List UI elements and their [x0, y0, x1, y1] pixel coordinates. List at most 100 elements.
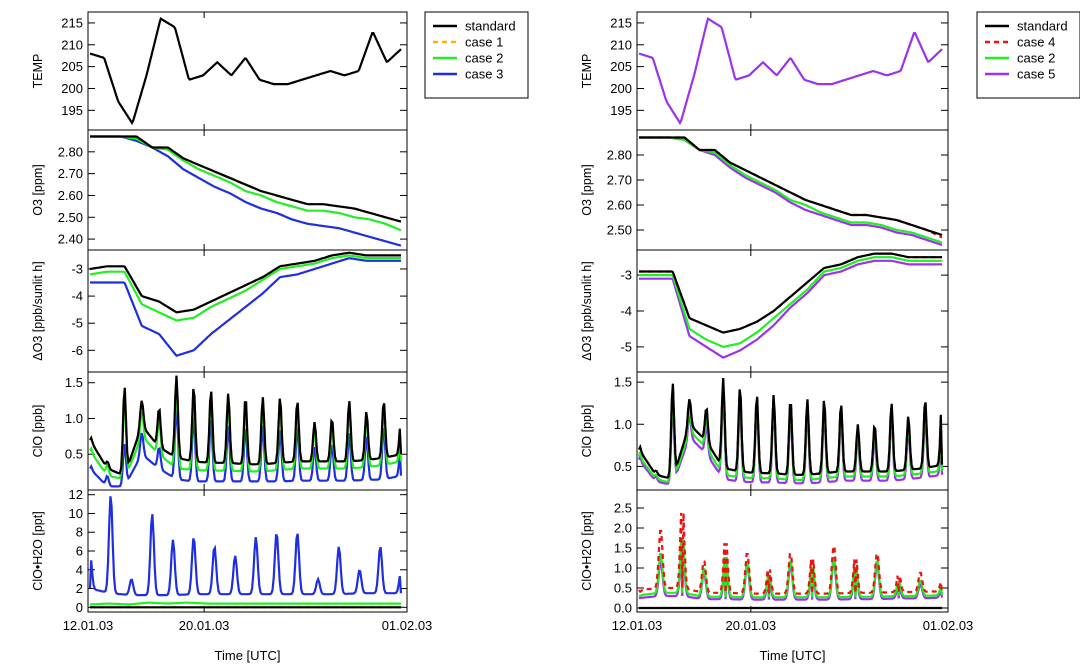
y-tick-label: -3: [620, 268, 632, 283]
legend-entry: standard: [465, 19, 516, 34]
y-tick-label: 10: [69, 506, 83, 521]
y-axis-label: TEMP: [31, 54, 45, 89]
y-axis-label: ClO•H2O [ppt]: [31, 511, 45, 590]
y-tick-label: -3: [71, 261, 83, 276]
y-tick-label: 2: [76, 581, 83, 596]
panel-1: 195 200 205 210 215 TEMP: [580, 11, 949, 131]
y-axis-label: ClO [ppb]: [31, 405, 45, 458]
y-tick-label: 0: [76, 600, 83, 615]
panel-4: 0.5 1.0 1.5 ClO [ppb]: [31, 371, 408, 491]
series-group: [89, 375, 403, 488]
y-tick-label: 215: [61, 15, 83, 30]
y-tick-label: -4: [620, 304, 632, 319]
legend-entry: case 2: [465, 51, 503, 66]
y-tick-label: 2.40: [58, 232, 83, 247]
y-axis-label: O3 [ppm]: [31, 164, 45, 215]
panel-frame: [87, 129, 408, 251]
y-tick-label: 6: [76, 544, 83, 559]
series-line-case-1: [89, 251, 401, 314]
y-axis-label: O3 [ppm]: [580, 164, 594, 215]
y-tick-label: 1.0: [614, 417, 632, 432]
panel-3: -5 -4 -3 ΔO3 [ppb/sunlit h]: [580, 249, 949, 373]
y-tick-label: 210: [61, 37, 83, 52]
chart-2: 195 200 205 210 215 TEMP 2.50 2.60 2.70 2.80 O3 [p…: [580, 11, 1080, 663]
series-group: [90, 135, 402, 247]
y-tick-label: 4: [76, 562, 83, 577]
series-line-standard: [638, 377, 944, 479]
y-tick-label: 0.5: [614, 459, 632, 474]
series-line-case-3: [90, 135, 402, 247]
series-line-case-5: [638, 17, 943, 126]
y-tick-label: 1.0: [65, 411, 83, 426]
y-tick-label: 200: [61, 81, 83, 96]
y-tick-label: 8: [76, 525, 83, 540]
panel-3: -6 -5 -4 -3 ΔO3 [ppb/sunlit h]: [31, 249, 408, 373]
y-tick-label: -6: [71, 343, 83, 358]
series-line-case-2: [639, 256, 942, 349]
legend-entry: case 5: [1017, 67, 1055, 82]
series-line-case-2: [89, 254, 401, 322]
y-tick-label: 200: [610, 81, 632, 96]
series-line-case-3: [89, 404, 403, 488]
series-line-case-4: [638, 512, 944, 595]
panel-frame: [636, 129, 949, 251]
x-tick-label: 12.01.03: [612, 618, 663, 633]
y-tick-label: 2.70: [607, 173, 632, 188]
series-line-case-2: [638, 539, 944, 599]
y-tick-label: 215: [610, 15, 632, 30]
legend-entry: standard: [1017, 19, 1068, 34]
y-axis-label: ΔO3 [ppb/sunlit h]: [31, 261, 45, 360]
series-line-standard: [90, 135, 402, 223]
panel-2: 2.50 2.60 2.70 2.80 O3 [ppm]: [580, 129, 949, 251]
y-axis-label: ΔO3 [ppb/sunlit h]: [580, 261, 594, 360]
series-group: [639, 136, 943, 247]
series-line-standard: [89, 251, 401, 314]
y-axis-label: ClO [ppb]: [580, 405, 594, 458]
y-tick-label: 0.5: [65, 447, 83, 462]
panel-1: 195 200 205 210 215 TEMP: [31, 11, 408, 131]
x-tick-label: 12.01.03: [63, 618, 114, 633]
y-tick-label: 2.70: [58, 166, 83, 181]
x-tick-label: 20.01.03: [179, 618, 230, 633]
y-tick-label: 1.5: [614, 541, 632, 556]
series-line-case-1: [89, 375, 403, 475]
y-tick-label: 2.60: [607, 198, 632, 213]
series-line-case-3: [88, 496, 403, 597]
y-tick-label: 205: [61, 59, 83, 74]
series-group: [89, 251, 401, 357]
y-tick-label: -4: [71, 289, 83, 304]
x-tick-label: 01.02.03: [923, 618, 974, 633]
chart-1: 195200205210215TEMP2.402.502.602.702.80O…: [31, 11, 529, 663]
series-group: [638, 512, 944, 610]
y-tick-label: 195: [61, 103, 83, 118]
series-group: [89, 17, 402, 126]
series-line-case-2: [89, 601, 401, 606]
y-tick-label: 2.80: [58, 144, 83, 159]
y-tick-label: 2.80: [607, 148, 632, 163]
y-tick-label: 0.5: [614, 581, 632, 596]
y-tick-label: 1.0: [614, 561, 632, 576]
y-tick-label: 195: [610, 103, 632, 118]
series-group: [638, 17, 943, 126]
y-tick-label: 1.5: [65, 375, 83, 390]
y-tick-label: 2.50: [58, 210, 83, 225]
series-group: [639, 252, 942, 359]
panel-2: 2.40 2.50 2.60 2.70 2.80 O3 [ppm]: [31, 129, 408, 251]
y-tick-label: 2.0: [614, 521, 632, 536]
y-tick-label: 205: [610, 59, 632, 74]
y-tick-label: 2.5: [614, 501, 632, 516]
y-tick-label: 12: [69, 487, 83, 502]
y-tick-label: 2.60: [58, 188, 83, 203]
y-tick-label: -5: [71, 316, 83, 331]
legend-entry: case 4: [1017, 35, 1055, 50]
legend-entry: case 1: [465, 35, 503, 50]
legend-entry: case 2: [1017, 51, 1055, 66]
series-group: [88, 496, 403, 609]
series-line-case-2: [639, 136, 943, 244]
y-tick-label: 210: [610, 37, 632, 52]
series-line-case-5: [639, 259, 942, 359]
series-line-case-2: [90, 135, 402, 232]
